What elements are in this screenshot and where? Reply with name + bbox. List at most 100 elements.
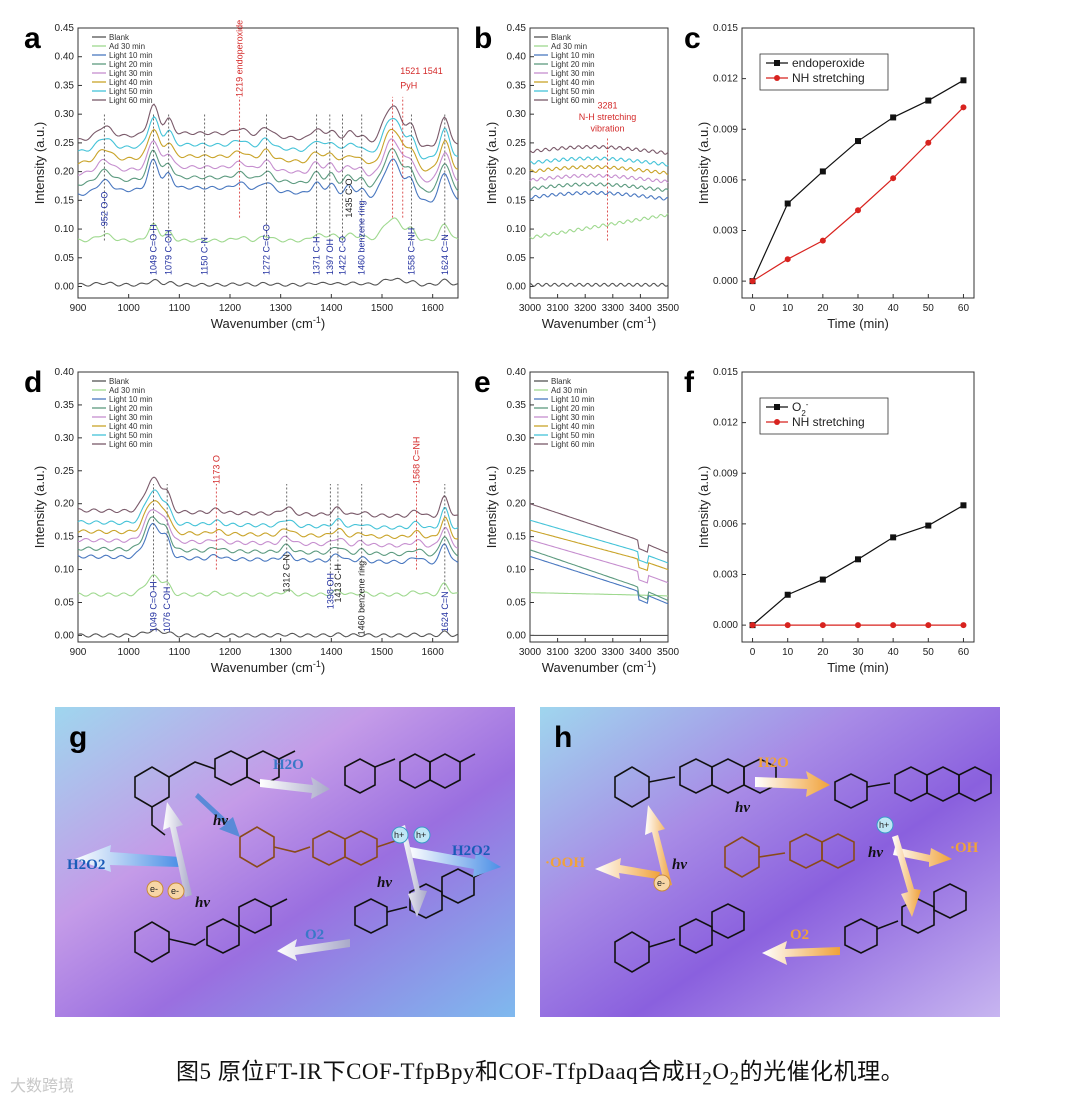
label-h2o2-left: H2O2: [67, 857, 105, 873]
x-tick-label: 10: [782, 303, 794, 314]
caption-prefix: 图5 原位FT-IR下COF-TfpBpy和COF-TfpDaaq合成H: [175, 1059, 703, 1084]
peak-label: 1371 C-H: [312, 236, 322, 275]
spectrum-line-3: [529, 182, 669, 192]
label-h-hv-2: hν: [672, 857, 687, 873]
panel-d-ftir-chart: 900 1000 1100 1200 1300 1400 1500 1600 0.00 0.05 0…: [24, 366, 459, 675]
x-axis-label-sup: -1: [313, 315, 321, 325]
x-tick-label: 40: [888, 647, 900, 658]
peak-label-red: N-H stretching: [579, 112, 637, 122]
data-point-square: [855, 556, 861, 563]
spectrum-line-6: [77, 115, 459, 160]
peak-label: 1076 C-OH: [162, 587, 172, 633]
series-line-0: [751, 79, 964, 282]
peak-label: 1460 benzene ring: [357, 200, 367, 275]
legend-label: Light 40 min: [109, 422, 153, 431]
y-tick-label: 0.00: [507, 630, 527, 641]
legend-label: Blank: [551, 377, 572, 386]
plot-frame: [77, 371, 459, 643]
x-tick-label: 20: [817, 647, 829, 658]
data-point-square: [925, 522, 932, 529]
arrow-h-hv-up: [645, 805, 672, 887]
spectrum-line-7: [529, 144, 669, 155]
y-tick-label: 0.15: [55, 532, 75, 543]
y-axis-label: Intensity (a.u.): [484, 466, 499, 548]
data-point-circle: [819, 237, 826, 244]
x-axis-label-sup: -1: [644, 315, 652, 325]
data-point-square: [960, 77, 967, 84]
legend-label: Light 50 min: [109, 431, 153, 440]
hole-charge-h: [876, 816, 894, 834]
label-h-h2o: H2O: [758, 755, 789, 771]
legend-label: Light 30 min: [551, 69, 595, 78]
arrow-h-ooh: [595, 858, 660, 879]
x-axis-label-end: ): [652, 316, 656, 331]
peak-label-red: vibration: [591, 123, 625, 133]
legend-label: Light 60 min: [551, 440, 595, 449]
y-tick-label: 0.05: [507, 253, 527, 264]
panel-c-intensity-chart: 0 10 20 30 40 50 60 0.000 0.003 0.006 0.009 0.012 0.…: [684, 22, 975, 331]
peak-label: 952 O-O: [99, 192, 109, 227]
y-tick-label: 0.20: [507, 167, 527, 178]
y-tick-label: 0.05: [55, 253, 75, 264]
arrow-h2o-top: [260, 777, 330, 799]
x-tick-label: 1500: [371, 647, 394, 658]
x-tick-label: 3300: [602, 647, 625, 658]
spectrum-line-0: [77, 277, 459, 287]
legend-label: Light 60 min: [551, 96, 595, 105]
x-tick-label: 40: [888, 303, 900, 314]
x-tick-label: 3500: [657, 647, 680, 658]
legend-marker: [774, 75, 780, 81]
x-tick-label: 1200: [219, 303, 242, 314]
y-tick-label: 0.006: [713, 175, 738, 186]
x-tick-label: 1200: [219, 647, 242, 658]
x-tick-label: 50: [923, 303, 935, 314]
x-axis-label: Time (min): [827, 316, 889, 331]
arrow-h-oh: [893, 847, 952, 867]
data-point-circle: [855, 622, 861, 629]
y-tick-label: 0.000: [713, 620, 738, 631]
data-point-square: [819, 168, 826, 175]
legend-label: Light 10 min: [551, 51, 595, 60]
label-h2o-top: H2O: [273, 757, 304, 773]
data-point-circle: [749, 278, 756, 285]
scheme-g-mechanism: g H2O: [55, 707, 515, 1017]
spectrum-line-6: [529, 519, 669, 564]
y-tick-label: 0.10: [507, 565, 527, 576]
peak-label: 1624 C=N: [440, 234, 450, 275]
arrow-h-o2: [762, 941, 840, 965]
peak-label-red: 1568 C=NH: [411, 437, 421, 484]
x-tick-label: 900: [70, 303, 87, 314]
panel-e-ftir-chart: 3000 3100 3200 3300 3400 3500 0.00 0.05 0.10 0.15…: [474, 366, 680, 675]
y-tick-label: 0.00: [55, 282, 75, 293]
x-axis-label-end: ): [321, 316, 325, 331]
data-point-circle: [960, 104, 967, 111]
peak-label: 1558 C=NH: [406, 228, 416, 275]
x-tick-label: 1600: [422, 647, 445, 658]
data-point-circle: [855, 207, 861, 214]
y-tick-label: 0.45: [507, 23, 527, 34]
x-tick-label: 1600: [422, 303, 445, 314]
x-tick-label: 1500: [371, 303, 394, 314]
arrow-hv-center: [195, 793, 240, 837]
label-h-hv-3: hν: [868, 845, 883, 861]
legend-label: Light 40 min: [109, 78, 153, 87]
data-point-square: [784, 591, 791, 598]
hole-charge-h-label: h+: [879, 820, 889, 830]
label-hv-2: hν: [195, 895, 210, 911]
y-tick-label: 0.20: [55, 167, 75, 178]
spectrum-line-1: [529, 213, 669, 240]
y-tick-label: 0.10: [55, 224, 75, 235]
scheme-g-letter: g: [69, 721, 87, 754]
legend-sub: 2: [801, 409, 806, 418]
caption-mid: O: [712, 1059, 730, 1084]
y-tick-label: 0.40: [55, 367, 75, 378]
data-point-square: [784, 200, 791, 207]
y-tick-label: 0.35: [55, 80, 75, 91]
spectrum-line-2: [77, 522, 459, 565]
molecule-h-center-brown: [724, 833, 855, 878]
y-tick-label: 0.05: [55, 597, 75, 608]
molecule-bottom-left: [134, 898, 288, 963]
peak-label-red: 1521 1541: [400, 66, 443, 76]
spectrum-line-2: [529, 190, 669, 201]
label-h2o2-right: H2O2: [452, 843, 490, 859]
